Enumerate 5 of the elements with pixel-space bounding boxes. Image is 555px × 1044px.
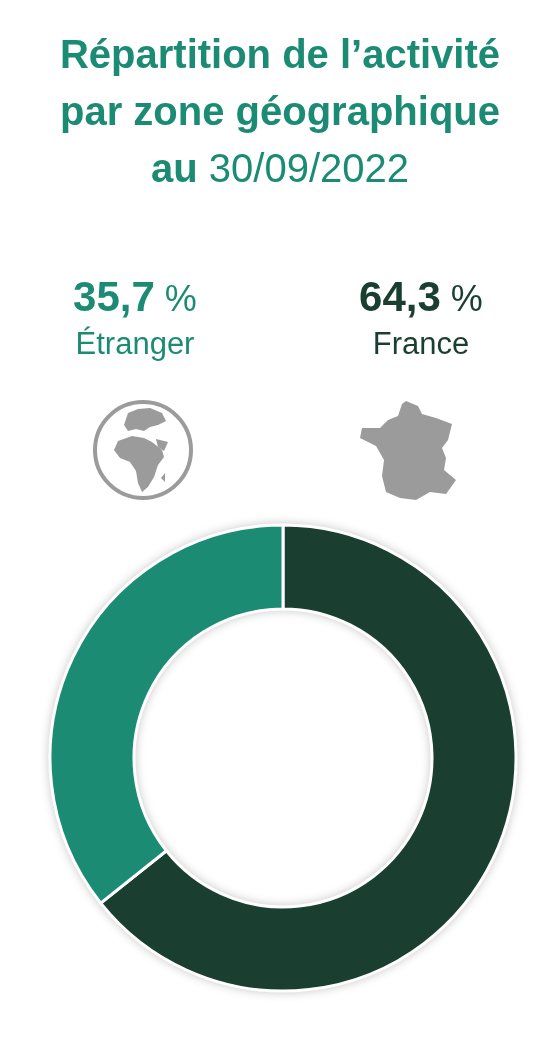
chart-title: Répartition de l’activité par zone géographique au 30/09/2022 — [58, 31, 502, 192]
data-label: 64,3 % — [358, 272, 484, 322]
data-label: 35,7 % — [72, 272, 198, 322]
slice-label: Étranger — [74, 325, 196, 363]
slice-label: France — [371, 325, 471, 363]
